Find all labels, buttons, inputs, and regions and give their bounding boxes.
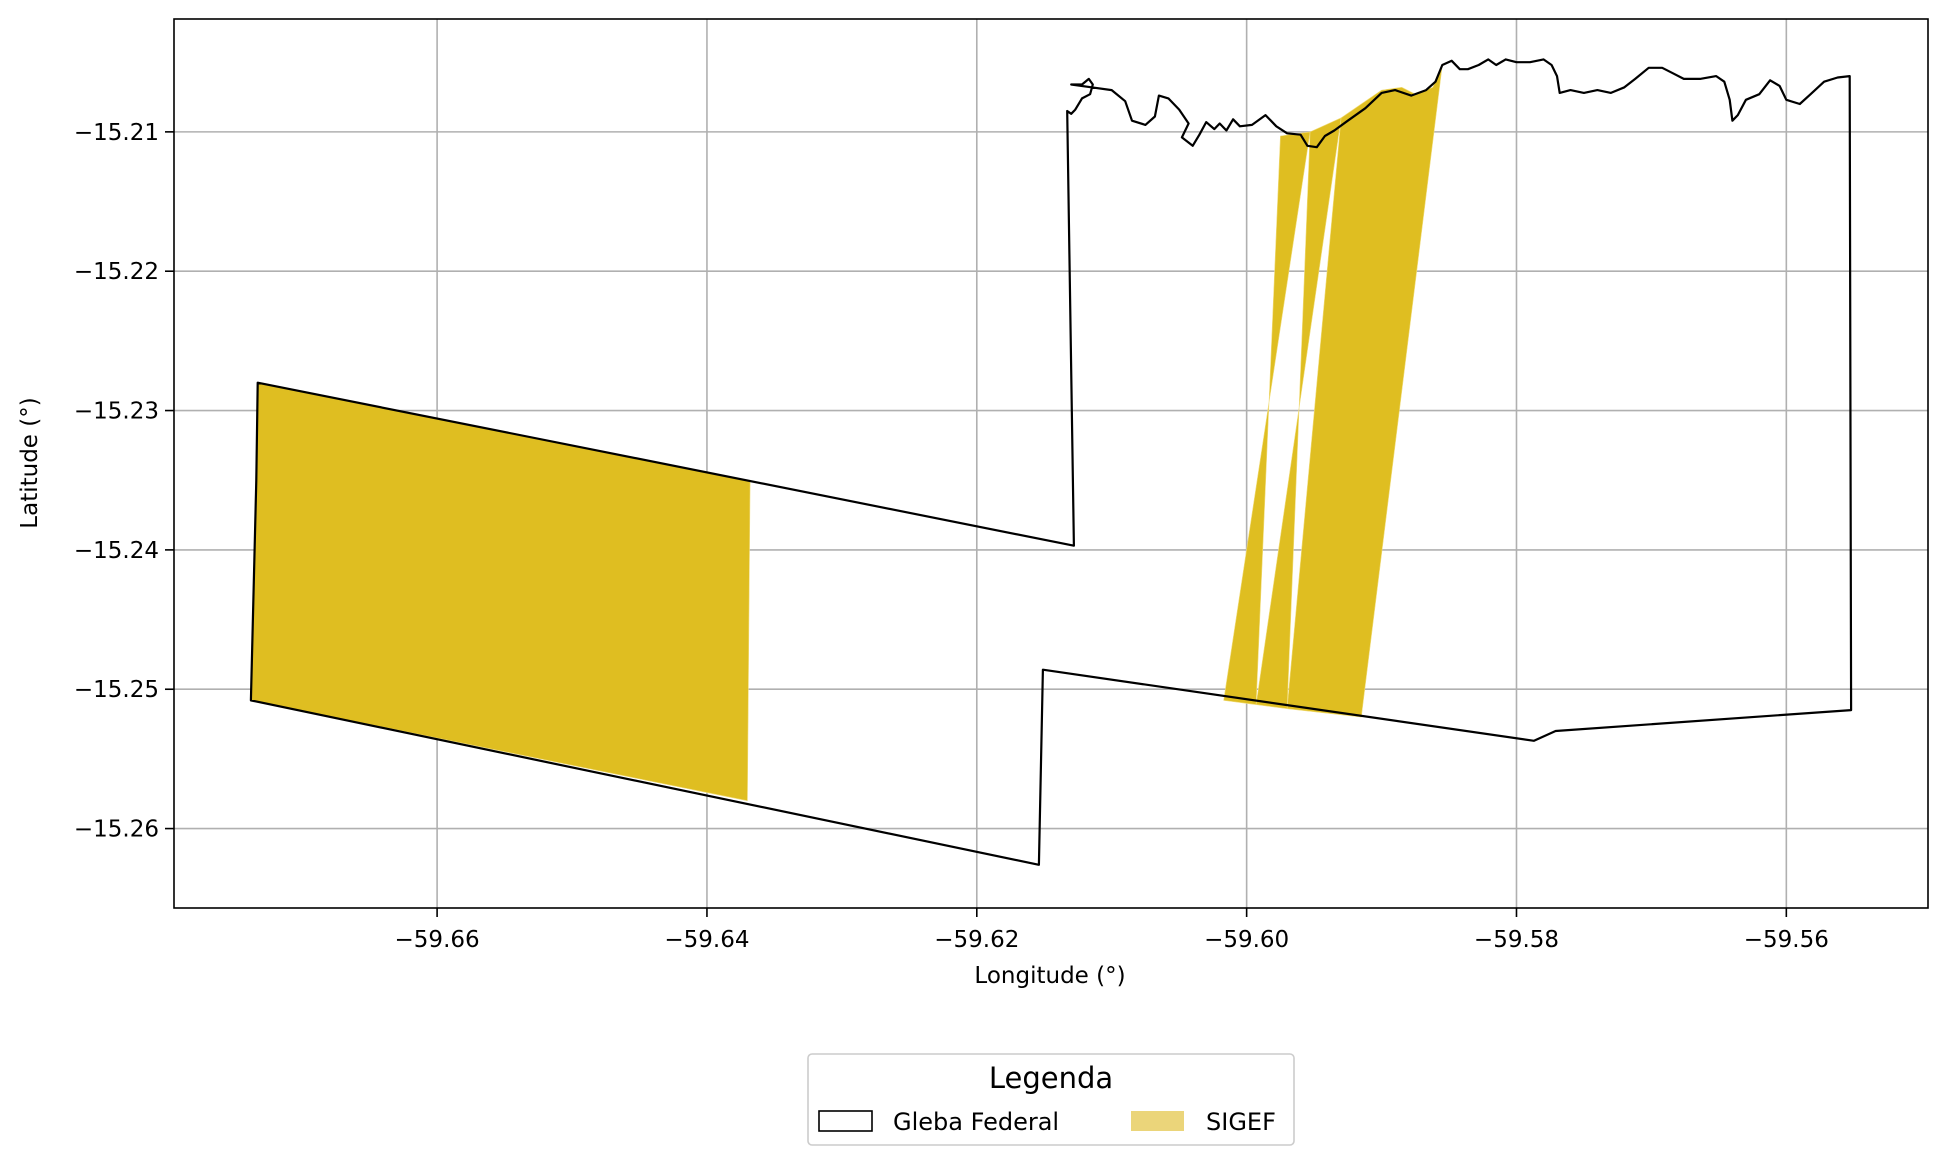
- y-tick-label: −15.22: [74, 259, 159, 285]
- x-tick-label: −59.66: [395, 927, 480, 953]
- x-tick-label: −59.58: [1474, 927, 1559, 953]
- legend-label-gleba-federal: Gleba Federal: [893, 1108, 1059, 1136]
- x-tick-label: −59.62: [934, 927, 1019, 953]
- y-tick-label: −15.23: [74, 399, 159, 425]
- gleba-federal-layer: [249, 58, 1853, 866]
- x-tick-label: −59.60: [1204, 927, 1289, 953]
- y-tick-label: −15.21: [74, 120, 159, 146]
- sigef-layer: [250, 64, 1443, 802]
- legend-swatch-sigef: [1131, 1111, 1184, 1131]
- x-tick-label: −59.56: [1744, 927, 1829, 953]
- legend-swatch-gleba-federal: [818, 1110, 873, 1132]
- gleba-federal-boundary: [249, 58, 1853, 866]
- plot-frame: [173, 18, 1929, 909]
- x-axis-label: Longitude (°): [974, 963, 1125, 989]
- x-tick-label: −59.64: [664, 927, 749, 953]
- sigef-parcel-3: [1255, 117, 1342, 710]
- sigef-parcel-2: [1223, 131, 1311, 705]
- legend-title: Legenda: [989, 1061, 1113, 1095]
- y-tick-label: −15.24: [74, 538, 159, 564]
- y-axis-ticks: −15.21 −15.22 −15.23 −15.24 −15.25 −15.26: [74, 120, 174, 843]
- legend: Legenda Gleba Federal SIGEF: [807, 1053, 1295, 1146]
- y-tick-label: −15.25: [74, 677, 159, 703]
- legend-label-sigef: SIGEF: [1206, 1108, 1276, 1136]
- y-tick-label: −15.26: [74, 817, 159, 843]
- grid-lines: [174, 19, 1928, 908]
- x-axis-ticks: −59.66 −59.64 −59.62 −59.60 −59.58 −59.56: [395, 908, 1829, 953]
- y-axis-label: Latitude (°): [17, 397, 43, 528]
